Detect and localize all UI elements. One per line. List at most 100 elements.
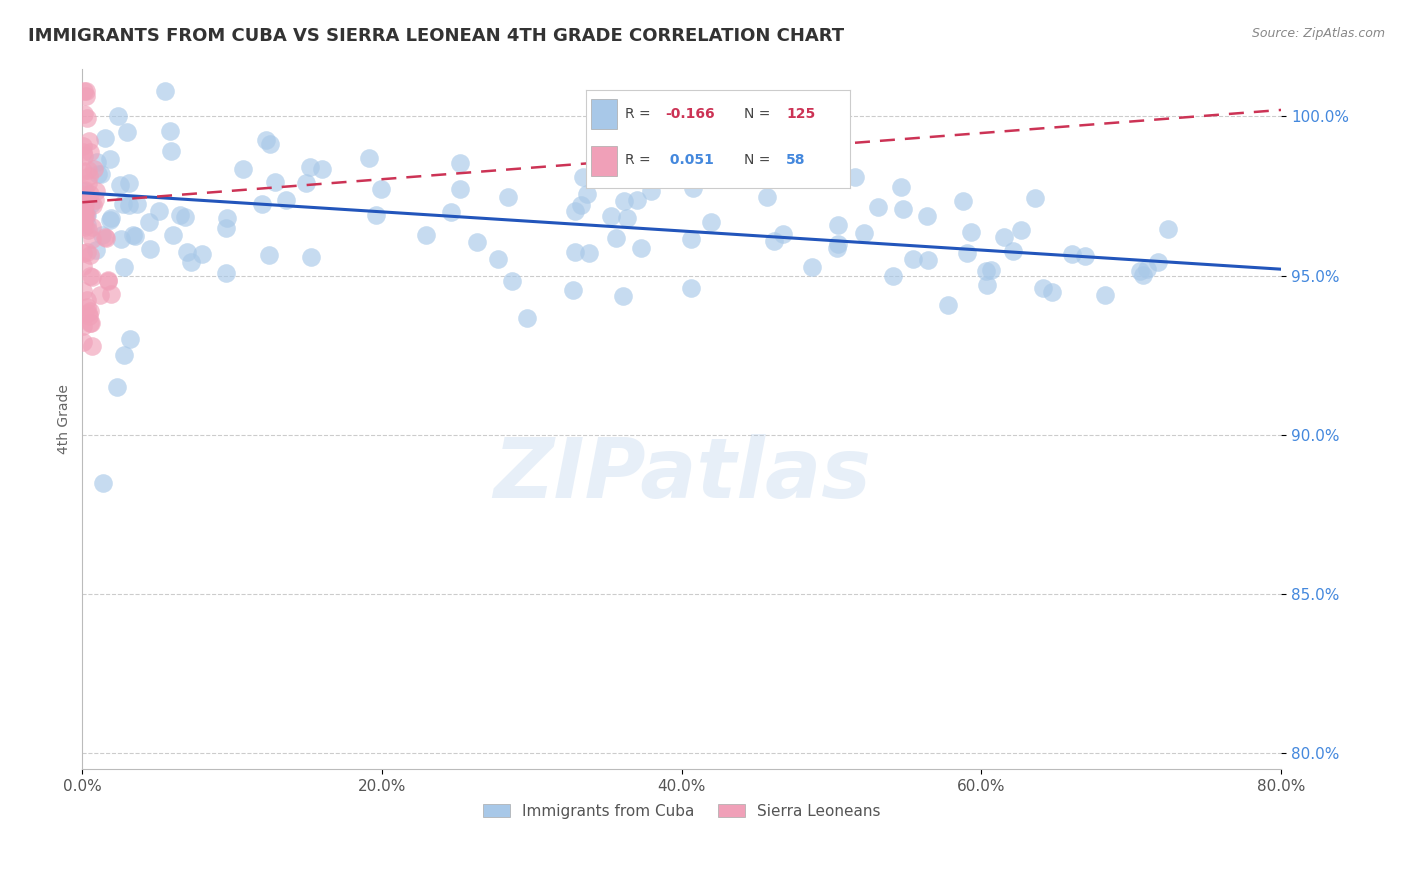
Point [79, 187, 101, 202]
Point [98, 213, 121, 227]
Point [1010, 222, 1032, 236]
Point [450, 182, 472, 196]
Text: IMMIGRANTS FROM CUBA VS SIERRA LEONEAN 4TH GRADE CORRELATION CHART: IMMIGRANTS FROM CUBA VS SIERRA LEONEAN 4… [28, 27, 844, 45]
Point [108, 178, 131, 193]
Point [215, 221, 238, 235]
Point [800, 260, 823, 274]
Point [364, 208, 387, 222]
Point [976, 277, 998, 292]
Point [118, 332, 141, 346]
Point [169, 208, 191, 222]
Point [772, 227, 794, 241]
Point [80, 197, 103, 211]
Point [139, 242, 162, 256]
Point [82, 220, 104, 235]
Point [564, 244, 586, 259]
Legend: Immigrants from Cuba, Sierra Leoneans: Immigrants from Cuba, Sierra Leoneans [477, 797, 887, 825]
Point [89, 288, 111, 302]
Point [502, 274, 524, 288]
Point [1060, 246, 1083, 260]
Point [844, 170, 866, 185]
Point [75, 207, 97, 221]
Point [700, 215, 723, 229]
Point [86, 155, 108, 169]
Point [90, 227, 112, 242]
Text: Source: ZipAtlas.com: Source: ZipAtlas.com [1251, 27, 1385, 40]
Point [72, 245, 94, 260]
Point [84, 185, 107, 199]
Point [118, 177, 141, 191]
Point [1040, 285, 1063, 299]
Point [91, 475, 114, 490]
Point [94, 230, 117, 244]
Point [94, 131, 117, 145]
Point [98, 152, 121, 166]
Point [75, 88, 97, 103]
Point [75, 197, 97, 211]
Point [77, 176, 100, 190]
Point [264, 175, 287, 189]
Point [112, 260, 135, 274]
Point [465, 235, 488, 249]
Point [564, 204, 586, 219]
Point [124, 228, 146, 243]
Point [890, 180, 912, 194]
Point [77, 309, 100, 323]
Y-axis label: 4th Grade: 4th Grade [58, 384, 72, 454]
Point [915, 209, 938, 223]
Point [956, 245, 979, 260]
Point [215, 211, 238, 225]
Point [630, 241, 652, 255]
Point [79, 169, 101, 184]
Point [111, 197, 134, 211]
Point [87, 167, 110, 181]
Point [1073, 249, 1095, 263]
Point [299, 250, 322, 264]
Point [1094, 288, 1116, 302]
Point [891, 202, 914, 216]
Point [640, 184, 662, 198]
Point [72, 319, 94, 334]
Point [616, 125, 638, 139]
Point [107, 109, 129, 123]
Point [83, 162, 105, 177]
Point [90, 167, 112, 181]
Point [917, 253, 939, 268]
Point [79, 134, 101, 148]
Point [112, 348, 135, 362]
Point [76, 301, 98, 315]
Point [605, 231, 627, 245]
Point [73, 185, 96, 199]
Point [75, 84, 97, 98]
Point [159, 124, 181, 138]
Point [191, 247, 214, 261]
Point [440, 205, 463, 219]
Point [72, 260, 94, 274]
Point [72, 106, 94, 120]
Point [72, 219, 94, 234]
Point [73, 186, 96, 201]
Point [626, 193, 648, 207]
Point [72, 199, 94, 213]
Point [274, 193, 297, 207]
Point [72, 139, 94, 153]
Point [569, 198, 592, 212]
Point [73, 149, 96, 163]
Point [72, 145, 94, 159]
Point [755, 190, 778, 204]
Point [250, 197, 273, 211]
Point [82, 232, 104, 246]
Point [75, 183, 97, 197]
Point [259, 136, 281, 151]
Point [1157, 221, 1180, 235]
Point [82, 339, 104, 353]
Point [853, 227, 876, 241]
Point [79, 268, 101, 283]
Point [72, 163, 94, 178]
Point [73, 195, 96, 210]
Point [612, 289, 634, 303]
Point [737, 161, 759, 176]
Point [117, 198, 139, 212]
Point [616, 211, 638, 225]
Point [160, 145, 183, 159]
